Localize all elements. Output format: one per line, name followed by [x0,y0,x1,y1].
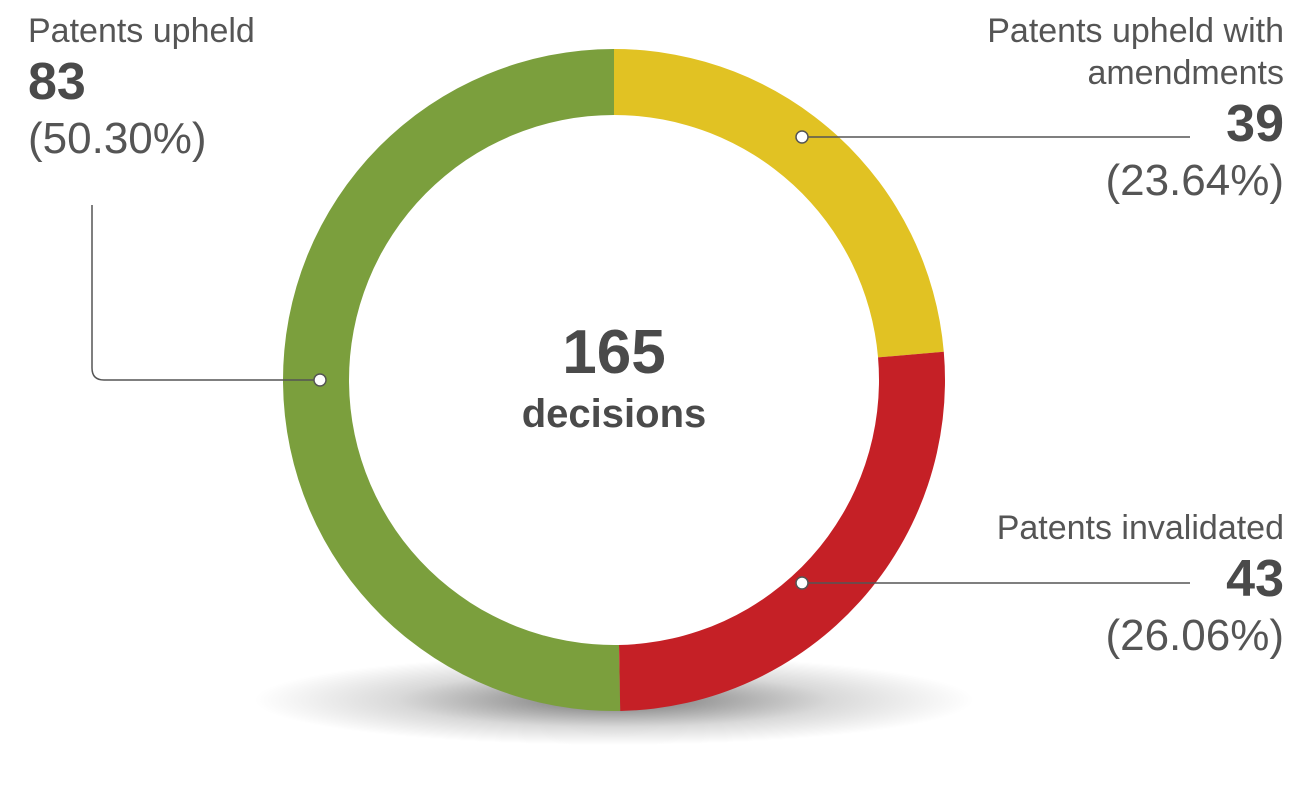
leader-dot [795,576,809,590]
label-group: Patents upheld with amendments 39 (23.64… [954,10,1284,208]
percent-label: (26.06%) [1105,611,1284,660]
label-group: Patents upheld 83 (50.30%) [28,10,255,166]
label-group: Patents invalidated 43 (26.06%) [884,507,1284,663]
percent-label: (23.64%) [1105,156,1284,205]
slice [614,49,944,358]
category-label: Patents upheld with amendments [987,12,1284,92]
leader-dot [795,130,809,144]
leader-line [91,205,320,381]
leaders [91,136,1190,584]
slice [618,351,945,711]
value-label: 39 [1226,95,1284,153]
total-label: decisions [521,392,707,436]
leader-dot [313,373,327,387]
leader-dots [313,130,809,590]
category-label: Patents invalidated [996,509,1284,547]
value-label: 43 [1226,550,1284,608]
slice [283,49,621,711]
category-label: Patents upheld [28,12,255,50]
total: 165 [562,318,666,387]
value-label: 83 [28,53,86,111]
ring [283,49,945,711]
percent-label: (50.30%) [28,114,207,163]
